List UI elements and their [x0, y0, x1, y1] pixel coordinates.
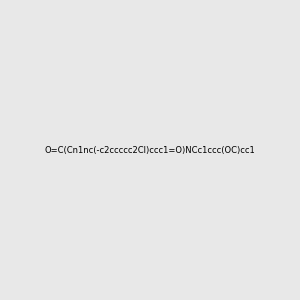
Text: O=C(Cn1nc(-c2ccccc2Cl)ccc1=O)NCc1ccc(OC)cc1: O=C(Cn1nc(-c2ccccc2Cl)ccc1=O)NCc1ccc(OC)… — [45, 146, 255, 154]
